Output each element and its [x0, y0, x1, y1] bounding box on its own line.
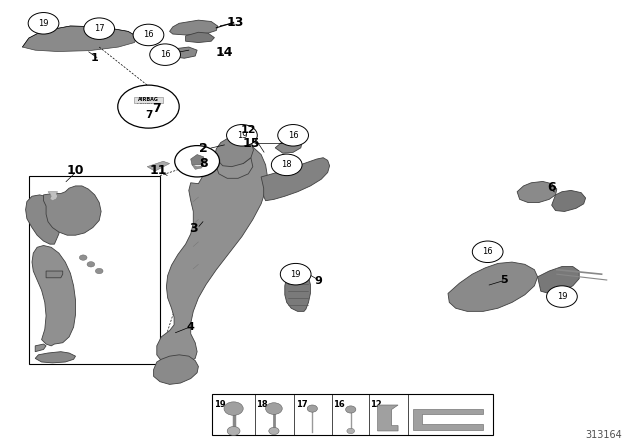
Text: 19: 19: [237, 131, 247, 140]
Text: 10: 10: [67, 164, 84, 177]
Circle shape: [346, 406, 356, 413]
Bar: [212, 394, 493, 435]
Text: 19: 19: [38, 19, 49, 28]
Polygon shape: [134, 97, 163, 103]
Polygon shape: [216, 158, 253, 178]
Polygon shape: [170, 20, 218, 35]
Circle shape: [79, 255, 87, 260]
Text: 19: 19: [291, 270, 301, 279]
Text: 15: 15: [242, 137, 260, 150]
Circle shape: [547, 286, 577, 307]
Polygon shape: [46, 271, 63, 278]
Text: 2: 2: [199, 142, 208, 155]
Circle shape: [28, 13, 59, 34]
Polygon shape: [413, 409, 483, 430]
Polygon shape: [157, 144, 268, 364]
Text: 313164: 313164: [586, 430, 622, 440]
Text: 16: 16: [160, 50, 170, 59]
Polygon shape: [448, 262, 538, 311]
Text: AIRBAG: AIRBAG: [138, 97, 159, 103]
Circle shape: [150, 44, 180, 65]
Circle shape: [271, 154, 302, 176]
Circle shape: [224, 402, 243, 415]
Polygon shape: [147, 161, 170, 171]
Text: 16: 16: [143, 30, 154, 39]
Circle shape: [118, 85, 179, 128]
Text: 8: 8: [199, 157, 208, 170]
Polygon shape: [48, 192, 58, 201]
Text: AIRBAG: AIRBAG: [137, 99, 160, 105]
Circle shape: [95, 268, 103, 274]
Polygon shape: [22, 26, 138, 52]
Polygon shape: [35, 344, 46, 352]
Text: 19: 19: [214, 400, 226, 409]
Circle shape: [472, 241, 503, 263]
Polygon shape: [275, 139, 302, 153]
Circle shape: [84, 18, 115, 39]
Text: 16: 16: [483, 247, 493, 256]
Circle shape: [227, 426, 240, 435]
Circle shape: [307, 405, 317, 412]
Text: 13: 13: [227, 16, 244, 29]
Text: 18: 18: [256, 400, 268, 409]
Circle shape: [133, 24, 164, 46]
Circle shape: [347, 428, 355, 434]
Polygon shape: [552, 190, 586, 211]
Polygon shape: [214, 135, 253, 167]
Text: 7: 7: [145, 110, 152, 120]
Circle shape: [278, 125, 308, 146]
Text: 17: 17: [296, 400, 307, 409]
Text: 14: 14: [215, 46, 233, 60]
Text: 5: 5: [500, 275, 508, 285]
Text: 18: 18: [282, 160, 292, 169]
Polygon shape: [35, 352, 76, 363]
Polygon shape: [26, 195, 61, 244]
Text: 1: 1: [91, 53, 99, 63]
Bar: [29, 176, 160, 364]
Text: 6: 6: [547, 181, 556, 194]
Text: 17: 17: [94, 24, 104, 33]
Polygon shape: [261, 158, 330, 201]
Circle shape: [227, 125, 257, 146]
Text: 3: 3: [189, 222, 198, 235]
Polygon shape: [186, 32, 214, 43]
Circle shape: [87, 262, 95, 267]
Polygon shape: [378, 405, 398, 431]
Text: 16: 16: [333, 400, 344, 409]
Text: 12: 12: [370, 400, 381, 409]
Polygon shape: [44, 186, 101, 235]
Circle shape: [269, 427, 279, 435]
Circle shape: [175, 146, 220, 177]
Polygon shape: [285, 271, 310, 311]
Polygon shape: [191, 155, 205, 165]
Circle shape: [280, 263, 311, 285]
Text: 9: 9: [315, 276, 323, 286]
Polygon shape: [32, 246, 76, 346]
Text: 7: 7: [152, 102, 161, 115]
Polygon shape: [154, 355, 198, 384]
Text: 4: 4: [187, 322, 195, 332]
Polygon shape: [172, 47, 197, 58]
Polygon shape: [192, 162, 205, 169]
Polygon shape: [517, 181, 557, 202]
Text: 12: 12: [241, 125, 256, 135]
Polygon shape: [538, 267, 579, 293]
Text: 11: 11: [150, 164, 168, 177]
Text: 19: 19: [557, 292, 567, 301]
Circle shape: [266, 403, 282, 414]
Text: 16: 16: [288, 131, 298, 140]
